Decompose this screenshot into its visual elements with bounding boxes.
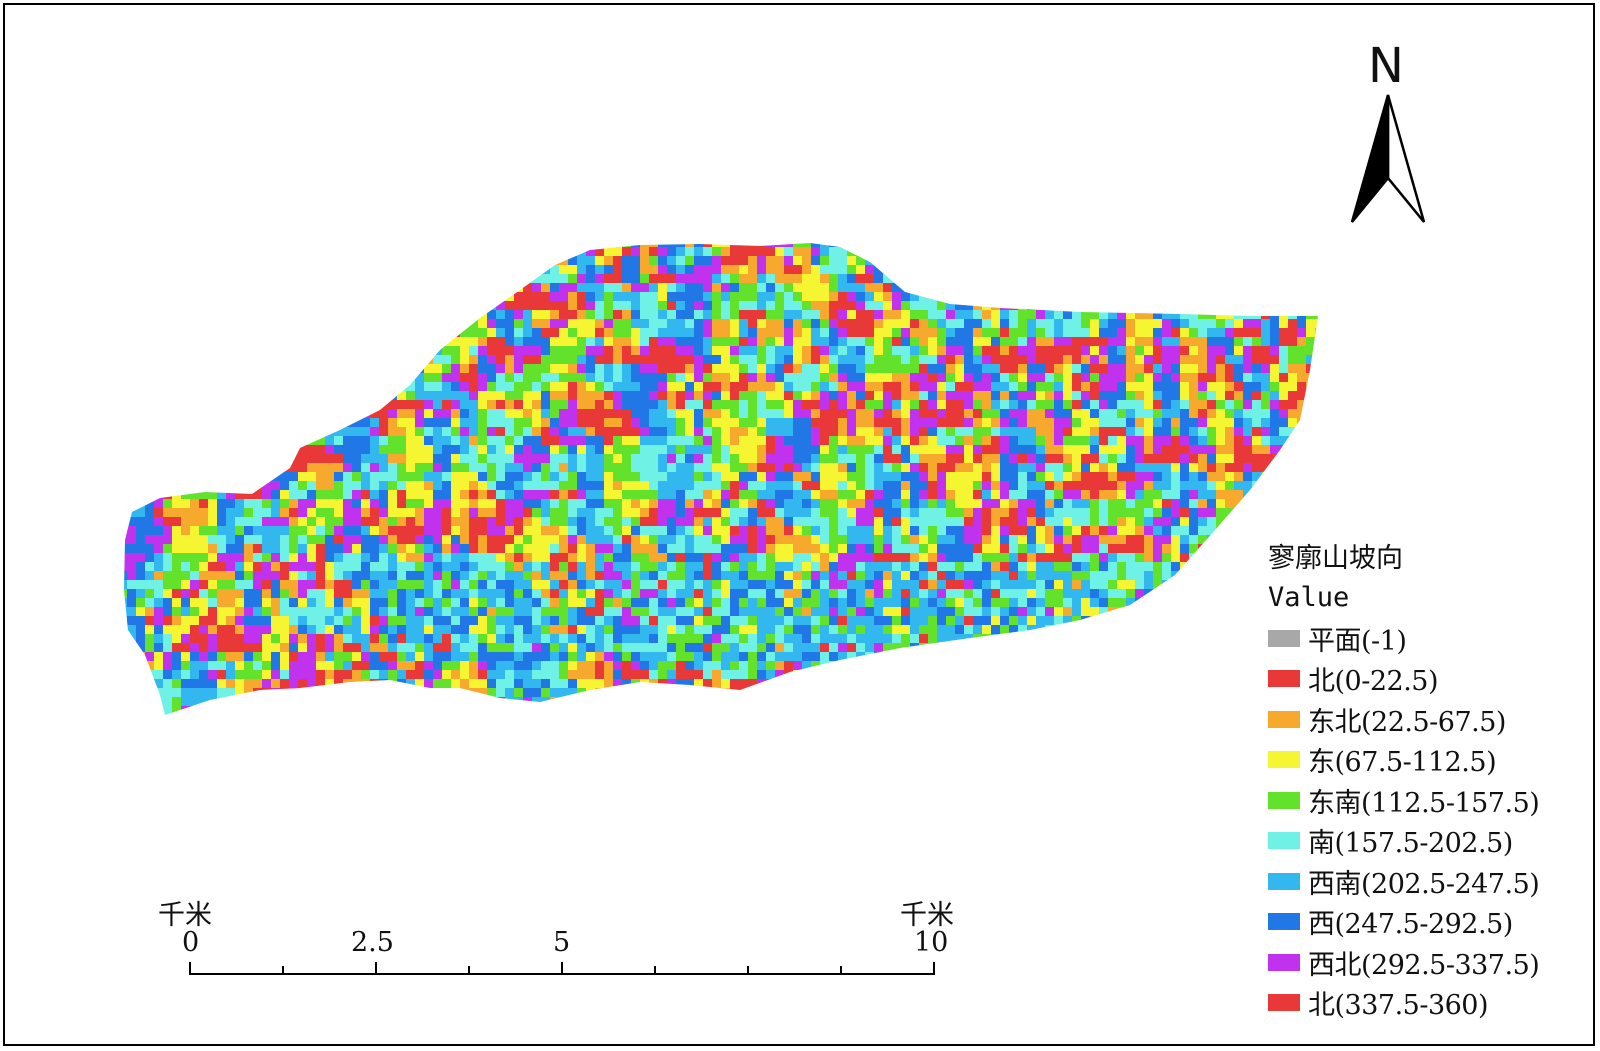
legend: 寥廓山坡向 Value 平面(-1) 北(0-22.5) 东北(22.5-67.5)… (1268, 540, 1540, 1024)
legend-label: 西南(202.5-247.5) (1308, 868, 1540, 900)
legend-item: 北(0-22.5) (1268, 659, 1539, 700)
legend-item: 东北(22.5-67.5) (1268, 699, 1539, 740)
legend-item: 东(67.5-112.5) (1268, 740, 1539, 781)
legend-swatch (1268, 629, 1300, 647)
legend-label: 东(67.5-112.5) (1308, 747, 1497, 779)
scale-tick-label: 0 (182, 927, 200, 958)
legend-swatch (1268, 751, 1300, 769)
legend-swatch (1268, 670, 1300, 688)
legend-swatch (1268, 791, 1300, 809)
scale-unit-left: 千米 (158, 900, 212, 931)
scale-bar (189, 962, 935, 975)
legend-swatch (1268, 832, 1300, 850)
legend-swatch (1268, 872, 1300, 890)
legend-label: 西(247.5-292.5) (1308, 909, 1513, 941)
legend-subtitle: Value (1268, 582, 1350, 613)
legend-swatch (1268, 913, 1300, 931)
legend-swatch (1268, 994, 1300, 1012)
legend-label: 南(157.5-202.5) (1308, 828, 1513, 860)
legend-swatch (1268, 953, 1300, 971)
aspect-raster (124, 243, 1318, 715)
scale-tick-label: 2.5 (351, 927, 394, 958)
legend-item: 西(247.5-292.5) (1268, 902, 1539, 943)
legend-item: 西北(292.5-337.5) (1268, 942, 1540, 983)
legend-label: 东南(112.5-157.5) (1308, 787, 1540, 819)
legend-label: 北(0-22.5) (1308, 666, 1439, 698)
legend-title: 寥廓山坡向 (1268, 543, 1403, 574)
legend-item: 东南(112.5-157.5) (1268, 780, 1540, 821)
legend-item: 平面(-1) (1268, 618, 1539, 659)
scale-tick-label: 5 (553, 927, 571, 958)
legend-item: 北(337.5-360) (1268, 983, 1539, 1024)
legend-label: 西北(292.5-337.5) (1308, 949, 1540, 981)
legend-swatch (1268, 710, 1300, 728)
legend-label: 北(337.5-360) (1308, 990, 1489, 1022)
legend-label: 东北(22.5-67.5) (1308, 706, 1506, 738)
scale-unit-right: 千米 (900, 900, 954, 931)
legend-label: 平面(-1) (1308, 625, 1407, 657)
north-arrow-icon (1350, 94, 1426, 223)
scale-tick-label: 10 (914, 927, 949, 958)
legend-item: 西南(202.5-247.5) (1268, 861, 1540, 902)
legend-item: 南(157.5-202.5) (1268, 821, 1539, 862)
north-label: N (1368, 38, 1404, 94)
